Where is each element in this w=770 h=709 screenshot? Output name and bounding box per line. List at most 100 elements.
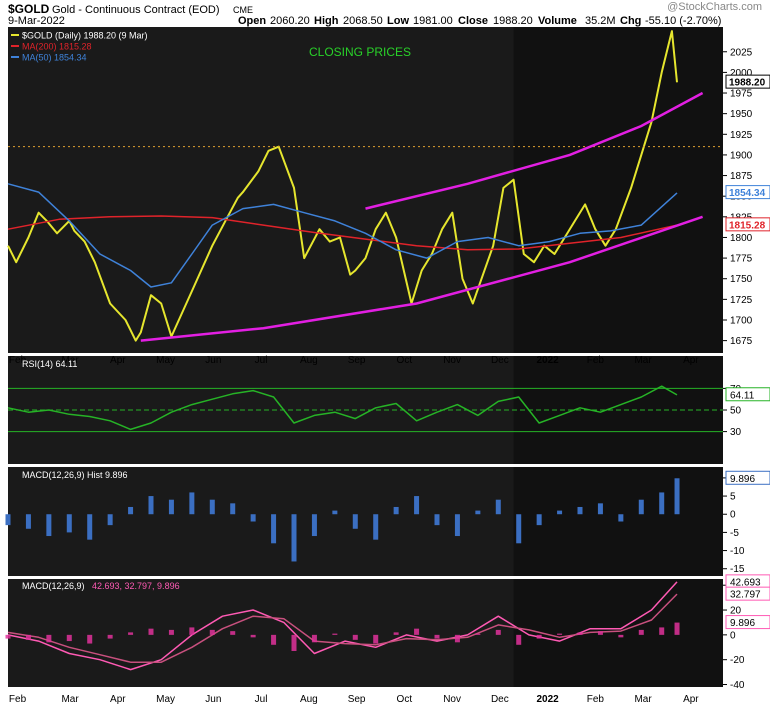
histogram-bar [454,514,460,537]
last-value-box [725,74,770,89]
x-tick-label: Jul [255,694,268,705]
legend-entry: $GOLD (Daily) 1988.20 (9 Mar) [22,31,148,41]
x-tick-label: Feb [587,694,605,705]
x-tick-label: Dec [491,694,509,705]
histogram-bar [148,496,154,515]
x-tick-label: Feb [9,694,27,705]
series-line-rsi-0 [7,385,678,431]
histogram-bar [46,514,52,537]
x-tick-label: Oct [397,355,413,366]
macd-pink-histogram-bar [638,629,644,635]
macd-pink-histogram-bar [674,622,680,635]
histogram-bar [536,514,542,526]
y-tick-label: 0 [730,510,736,521]
x-tick-label: Apr [110,355,126,366]
x-tick-label: Oct [397,694,413,705]
macd-value-box [725,586,770,601]
x-tick-label: Aug [300,355,318,366]
last-value-box [725,185,770,200]
y-tick-label: 0 [730,630,736,641]
macd-pink-histogram-bar [495,629,501,635]
x-tick-label: May [156,694,175,705]
macd-pink-histogram-bar [393,632,399,635]
last-value-label: 1854.34 [729,188,766,199]
macd-pink-histogram-bar [434,634,440,639]
y-tick-label: -5 [730,528,739,539]
histogram-bar [25,514,31,529]
x-tick-label: Sep [348,355,366,366]
series-line-macd-0 [7,581,678,671]
macd-pink-histogram-bar [250,634,256,638]
histogram-bar [128,506,134,515]
macd-pink-histogram-bar [659,627,665,635]
macd-pink-histogram-bar [597,631,603,635]
macd-pink-histogram-bar [577,632,583,635]
chg-value: -55.10 (-2.70%) [645,15,721,27]
x-tick-label: Jul [255,355,268,366]
y-tick-label: 1750 [730,274,753,285]
high-label: High [314,15,339,27]
macd-value-label: 32.797 [730,590,761,601]
series-line-price-0 [7,30,678,342]
histogram-bar [557,510,563,515]
x-tick-label: 2022 [536,355,559,366]
rsi-legend: RSI(14) 64.11 [22,359,77,369]
macd-pink-histogram-bar [516,634,522,645]
macd-value-label: 42.693 [730,577,761,588]
close-label: Close [458,15,488,27]
histogram-bar [311,514,317,537]
macd-pink-histogram-bar [557,633,563,635]
high-value: 2068.50 [343,15,383,27]
histogram-bar [495,499,501,515]
exchange: CME [233,5,253,15]
year-2022-shade-macd [513,579,723,687]
closing-prices-annotation: CLOSING PRICES [309,45,411,59]
x-tick-label: Apr [683,694,699,705]
histogram-bar [107,514,113,526]
macd-pink-histogram-bar [87,634,93,644]
y-tick-label: -20 [730,655,745,666]
histogram-bar [659,492,665,515]
histogram-bar [230,503,236,515]
low-label: Low [387,15,409,27]
y-tick-label: -15 [730,564,745,575]
open-value: 2060.20 [270,15,310,27]
last-value-label: 1815.28 [729,220,766,231]
macd-legend-values: 42.693, 32.797, 9.896 [92,581,180,591]
histogram-bar [618,514,624,522]
histogram-bar [352,514,358,529]
histogram-bar [577,506,583,515]
y-tick-label: 1725 [730,295,753,306]
histogram-bar [209,499,215,515]
histogram-bar [271,514,277,544]
macd-pink-histogram-bar [46,634,52,643]
channel-lower-trendline [140,215,704,342]
macd-pink-histogram-bar [128,632,134,635]
y-tick-label: -10 [730,546,745,557]
y-tick-label: 50 [730,406,742,417]
y-tick-label: 1900 [730,150,753,161]
macd-value-box [725,615,770,630]
histogram-bar [475,510,481,515]
macd-pink-histogram-bar [352,634,358,640]
last-value-box [725,217,770,232]
y-tick-label: 2025 [730,47,753,58]
histogram-bar [189,492,195,515]
macd-pink-histogram-bar [168,629,174,635]
close-value: 1988.20 [493,15,533,27]
macd-pink-histogram-bar [230,631,236,635]
x-tick-label: Aug [300,694,318,705]
series-line-price-1 [7,215,678,251]
x-tick-label: Mar [61,694,79,705]
macd-pink-histogram-bar [271,634,277,645]
year-2022-shade-price [513,27,723,353]
year-2022-shade-macd_hist [513,467,723,576]
open-label: Open [238,15,266,27]
x-tick-label: Feb [9,355,27,366]
x-tick-label: Nov [443,355,461,366]
x-tick-label: 2022 [536,694,559,705]
macd-pink-histogram-bar [618,634,624,638]
y-tick-label: 1675 [730,336,753,347]
rsi-value-box [725,387,770,402]
